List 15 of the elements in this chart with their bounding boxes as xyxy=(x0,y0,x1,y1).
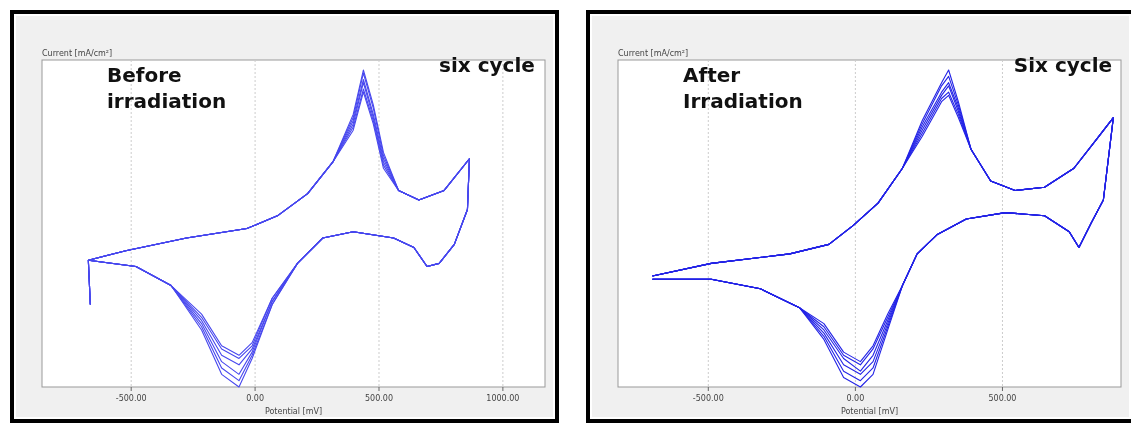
y-axis-title: Current [mA/cm²] xyxy=(618,49,689,58)
x-tick-label: -500.00 xyxy=(692,394,724,403)
x-tick-label: 500.00 xyxy=(364,394,393,403)
x-tick-label: 0.00 xyxy=(846,394,865,403)
x-tick-label: 1000.00 xyxy=(486,394,520,403)
x-axis-title: Potential [mV] xyxy=(264,407,323,416)
x-tick-label: 500.00 xyxy=(988,394,1017,403)
annotation: six cycle xyxy=(439,53,535,77)
annotation: Before irradiation xyxy=(107,63,227,113)
y-axis-title: Current [mA/cm²] xyxy=(42,49,113,58)
x-tick-label: -500.00 xyxy=(115,394,147,403)
annotation: After Irradiation xyxy=(683,63,803,113)
x-tick-label: 0.00 xyxy=(246,394,264,403)
x-axis-title: Potential [mV] xyxy=(840,407,899,416)
annotation: Six cycle xyxy=(1013,53,1113,77)
